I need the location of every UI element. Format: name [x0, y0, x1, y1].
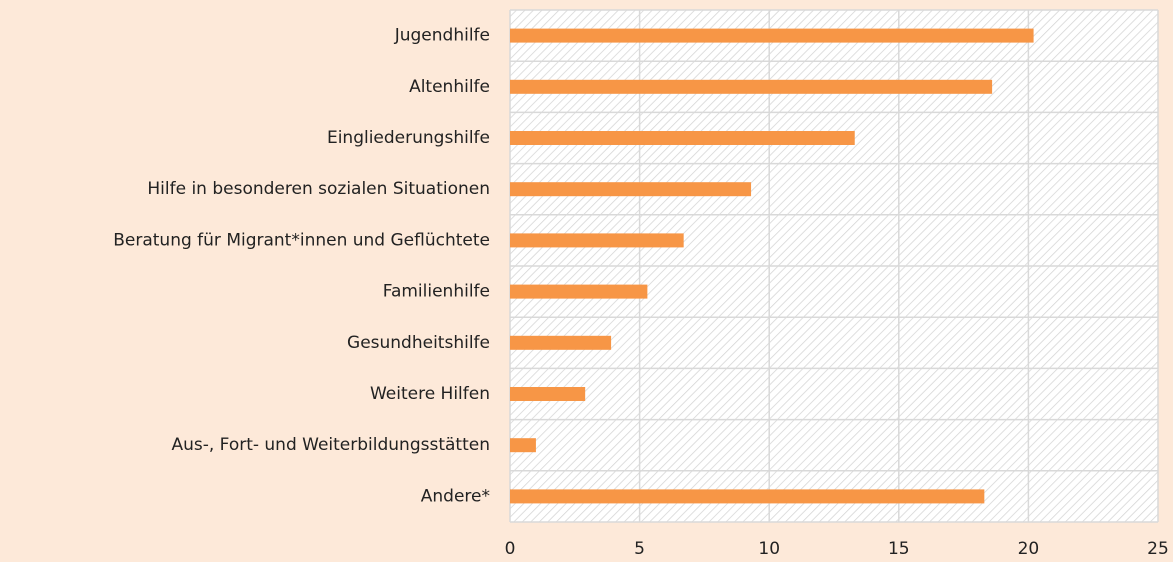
y-tick-label: Gesundheitshilfe: [347, 333, 490, 353]
bar: [510, 438, 536, 453]
x-tick-label: 20: [1018, 539, 1040, 559]
bar: [510, 335, 612, 350]
y-tick-label: Aus-, Fort- und Weiterbildungsstätten: [171, 435, 490, 455]
bar: [510, 284, 648, 299]
bar: [510, 233, 684, 248]
y-tick-label: Jugendhilfe: [394, 26, 490, 46]
y-tick-label: Familienhilfe: [383, 282, 490, 302]
y-tick-label: Hilfe in besonderen sozialen Situationen: [147, 179, 490, 199]
x-tick-label: 0: [505, 539, 516, 559]
bar: [510, 28, 1034, 43]
y-tick-label: Andere*: [421, 486, 490, 506]
bar: [510, 489, 985, 504]
x-tick-label: 15: [888, 539, 910, 559]
y-tick-label: Eingliederungshilfe: [327, 128, 490, 148]
bar: [510, 387, 586, 401]
x-tick-label: 10: [758, 539, 780, 559]
y-tick-label: Beratung für Migrant*innen und Geflüchte…: [113, 230, 490, 250]
bar: [510, 79, 993, 94]
x-tick-label: 25: [1147, 539, 1169, 559]
y-tick-label: Weitere Hilfen: [370, 384, 490, 404]
bar: [510, 131, 855, 145]
bar: [510, 182, 752, 197]
x-tick-label: 5: [634, 539, 645, 559]
y-tick-label: Altenhilfe: [409, 77, 490, 97]
